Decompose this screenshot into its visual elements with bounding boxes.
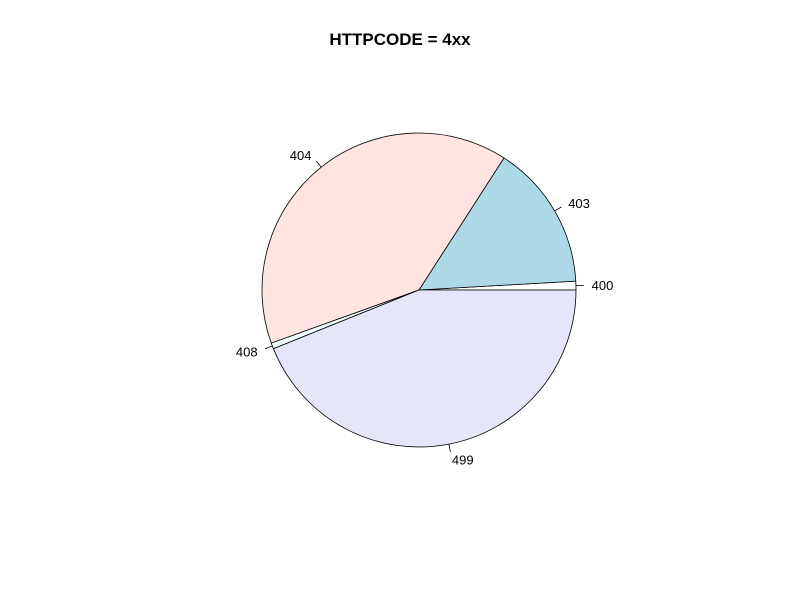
pie-label-403: 403 [568, 196, 590, 211]
pie-tick-408 [264, 345, 273, 350]
pie-label-ticks [264, 160, 584, 452]
pie-tick-499 [448, 444, 451, 452]
pie-slice-499 [272, 289, 577, 448]
pie-tick-404 [316, 160, 322, 168]
pie-slices [261, 132, 577, 448]
pie-tick-403 [554, 206, 562, 212]
pie-slice-403 [418, 157, 577, 291]
pie-label-404: 404 [290, 148, 312, 163]
pie-labels: 400 403 404 408 499 [236, 148, 613, 468]
pie-label-400: 400 [592, 278, 614, 293]
pie-label-499: 499 [452, 453, 474, 468]
chart-title: HTTPCODE = 4xx [329, 30, 471, 49]
pie-label-408: 408 [236, 345, 258, 360]
